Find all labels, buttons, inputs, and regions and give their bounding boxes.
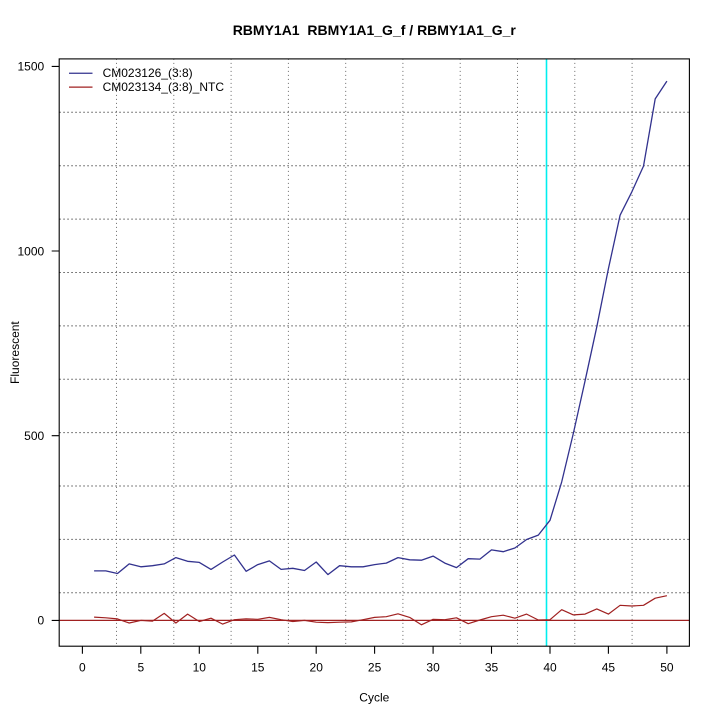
svg-text:0: 0 (79, 661, 86, 675)
svg-text:50: 50 (660, 661, 674, 675)
svg-text:RBMY1A1 RBMY1A1_G_f / RBMY1A1: RBMY1A1 RBMY1A1_G_f / RBMY1A1_G_r (233, 22, 517, 38)
svg-text:35: 35 (485, 661, 499, 675)
svg-text:Cycle: Cycle (359, 690, 389, 704)
svg-text:CM023126_(3:8): CM023126_(3:8) (103, 66, 193, 80)
svg-text:30: 30 (426, 661, 440, 675)
svg-text:20: 20 (310, 661, 324, 675)
svg-text:500: 500 (24, 429, 44, 443)
svg-text:1000: 1000 (17, 244, 44, 258)
svg-text:40: 40 (543, 661, 557, 675)
svg-text:Fluorescent: Fluorescent (8, 321, 22, 384)
svg-text:0: 0 (38, 614, 45, 628)
svg-text:25: 25 (368, 661, 382, 675)
svg-text:CM023134_(3:8)_NTC: CM023134_(3:8)_NTC (103, 80, 225, 94)
svg-text:45: 45 (602, 661, 616, 675)
svg-text:5: 5 (137, 661, 144, 675)
svg-text:10: 10 (193, 661, 207, 675)
svg-text:1500: 1500 (17, 60, 44, 74)
svg-text:15: 15 (251, 661, 265, 675)
